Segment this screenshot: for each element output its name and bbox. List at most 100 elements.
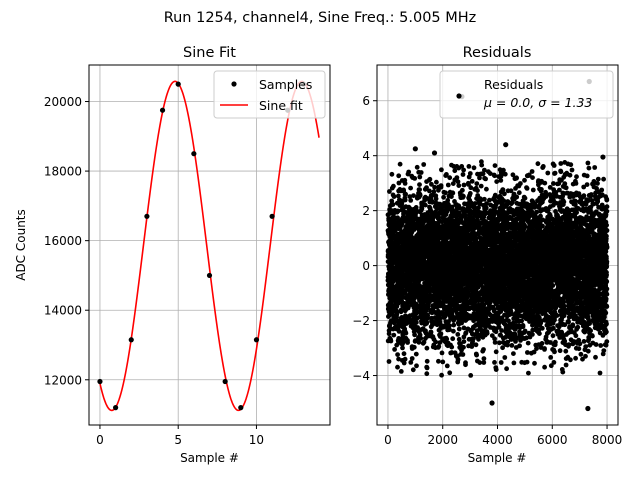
residual-point	[408, 186, 413, 191]
residual-point	[405, 340, 410, 345]
residual-point	[503, 172, 508, 177]
residual-point	[484, 206, 489, 211]
residual-point	[403, 181, 408, 186]
residual-point	[429, 330, 434, 335]
residual-point	[502, 355, 507, 360]
residual-point	[474, 342, 479, 347]
residual-point	[462, 339, 467, 344]
residual-point	[445, 364, 450, 369]
sine-fit-xtick-label-0: 0	[96, 433, 104, 447]
residual-point	[412, 345, 417, 350]
residual-point	[475, 188, 480, 193]
residual-point	[467, 164, 472, 169]
residuals-ytick-label-4: 4	[362, 149, 370, 163]
residual-point	[484, 187, 489, 192]
residual-point	[481, 347, 486, 352]
residuals-ytick-label-1: −2	[352, 314, 370, 328]
residual-point	[412, 176, 417, 181]
residual-point	[499, 360, 504, 365]
residual-point	[498, 178, 503, 183]
residual-point	[419, 170, 424, 175]
residual-point	[434, 196, 439, 201]
sample-point-8	[223, 379, 228, 384]
residual-point	[391, 202, 396, 207]
sine-fit-curve	[100, 81, 319, 410]
sample-point-10	[254, 337, 259, 342]
residual-point	[417, 187, 422, 192]
residual-point	[510, 343, 515, 348]
residual-point	[468, 191, 473, 196]
sine-fit-xtick-label-1: 5	[174, 433, 182, 447]
residual-point	[446, 183, 451, 188]
sine-fit-ytick-label-3: 18000	[44, 165, 82, 179]
residual-point	[417, 182, 422, 187]
sine-fit-ylabel: ADC Counts	[14, 209, 28, 281]
residual-point	[411, 367, 416, 372]
legend-samples-label: Samples	[259, 77, 312, 92]
sine-fit-xlabel: Sample #	[180, 451, 239, 465]
residual-point	[415, 165, 420, 170]
residual-point	[487, 198, 492, 203]
residual-point	[461, 168, 466, 173]
residual-point	[432, 185, 437, 190]
residual-point	[450, 336, 455, 341]
residual-point	[483, 177, 488, 182]
residual-point	[455, 332, 460, 337]
residual-point	[408, 198, 413, 203]
residual-point	[479, 163, 484, 168]
residual-point	[514, 195, 519, 200]
residual-point	[406, 170, 411, 175]
residual-point	[482, 197, 487, 202]
residual-point	[470, 179, 475, 184]
residual-point	[395, 365, 400, 370]
residual-point	[468, 171, 473, 176]
residual-point	[468, 373, 473, 378]
residual-point	[485, 331, 490, 336]
residual-point	[436, 359, 441, 364]
residuals-ytick-label-0: −4	[352, 369, 370, 383]
residual-point	[396, 173, 401, 178]
residual-point	[493, 163, 498, 168]
residual-point	[519, 319, 524, 324]
residual-point	[403, 198, 408, 203]
residual-point	[398, 162, 403, 167]
residual-point	[511, 351, 516, 356]
residual-point	[492, 173, 497, 178]
legend-sine-fit-label: Sine fit	[259, 98, 303, 113]
sine-fit-ytick-label-0: 12000	[44, 373, 82, 387]
residual-point	[425, 346, 430, 351]
residual-point	[451, 329, 456, 334]
residual-point	[395, 310, 400, 315]
residual-point	[439, 331, 444, 336]
sine-fit-ytick-label-2: 16000	[44, 234, 82, 248]
residual-point	[460, 188, 465, 193]
residual-point	[418, 336, 423, 341]
residual-point	[514, 176, 519, 181]
residual-point	[447, 175, 452, 180]
residual-point	[449, 345, 454, 350]
residuals-title: Residuals	[463, 45, 532, 61]
residual-point	[417, 175, 422, 180]
residual-point	[518, 181, 523, 186]
residuals-ytick-label-2: 0	[362, 259, 370, 273]
residual-point	[414, 320, 419, 325]
residual-point	[492, 360, 497, 365]
sample-point-1	[113, 405, 118, 410]
residual-point	[439, 167, 444, 172]
residual-point	[471, 336, 476, 341]
residual-point	[494, 349, 499, 354]
residual-point	[392, 194, 397, 199]
residual-point	[424, 320, 429, 325]
figure-suptitle: Run 1254, channel4, Sine Freq.: 5.005 MH…	[164, 10, 477, 26]
residual-point	[502, 191, 507, 196]
sine-fit-ytick-label-4: 20000	[44, 95, 82, 109]
residual-point	[428, 177, 433, 182]
residual-point	[389, 339, 394, 344]
residual-point	[421, 162, 426, 167]
residual-point	[517, 343, 522, 348]
residual-point	[412, 332, 417, 337]
residual-point	[456, 357, 461, 362]
sample-point-3	[144, 214, 149, 219]
residual-point	[418, 193, 423, 198]
